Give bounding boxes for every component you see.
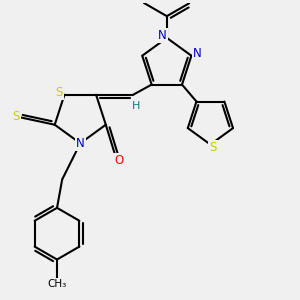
Text: S: S bbox=[12, 110, 20, 124]
Text: S: S bbox=[56, 85, 63, 99]
Text: O: O bbox=[114, 154, 123, 167]
Text: S: S bbox=[209, 141, 217, 154]
Text: N: N bbox=[158, 29, 167, 42]
Text: H: H bbox=[132, 101, 140, 111]
Text: N: N bbox=[193, 47, 202, 60]
Text: CH₃: CH₃ bbox=[47, 279, 67, 289]
Text: N: N bbox=[76, 137, 85, 150]
